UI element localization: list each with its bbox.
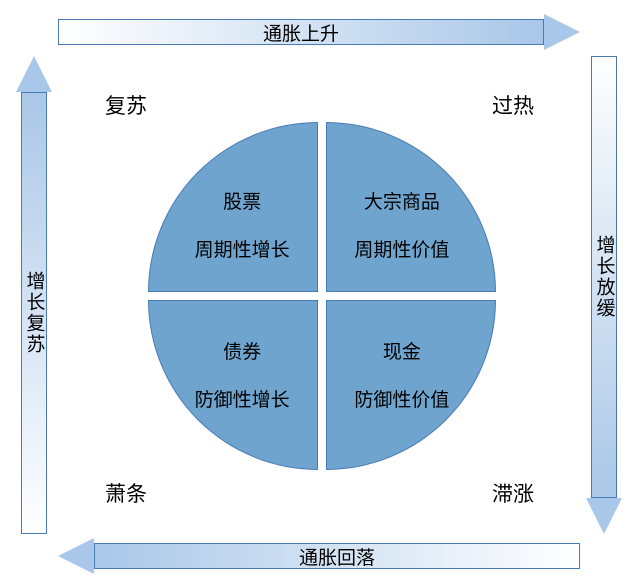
quadrant-stocks-line2: 周期性增长 (195, 235, 290, 262)
arrow-top-label: 通胀上升 (263, 19, 339, 46)
arrow-right-label: 增长放缓 (591, 235, 618, 319)
quadrant-commodities-line2: 周期性价值 (354, 235, 449, 262)
quadrant-cash-line2: 防御性价值 (354, 385, 449, 412)
quadrant-stocks-line1: 股票 (223, 187, 261, 214)
arrow-left: 增长复苏 (16, 56, 52, 534)
quadrant-commodities-line1: 大宗商品 (364, 187, 440, 214)
quadrant-bonds-line2: 防御性增长 (195, 385, 290, 412)
arrow-left-label: 增长复苏 (21, 271, 48, 355)
investment-clock-diagram: 通胀上升 通胀回落 增长复苏 增长放缓 复苏 过热 萧条 滞涨 股票 周期性增长… (0, 0, 640, 585)
quadrant-bonds-line1: 债券 (223, 337, 261, 364)
corner-label-overheat: 过热 (492, 90, 534, 120)
corner-label-stagflation: 滞涨 (492, 478, 534, 508)
corner-label-recovery: 复苏 (105, 90, 147, 120)
arrow-bottom: 通胀回落 (58, 538, 580, 574)
corner-label-recession: 萧条 (105, 478, 147, 508)
quadrant-cash-line1: 现金 (383, 337, 421, 364)
arrow-top: 通胀上升 (58, 14, 580, 50)
arrow-bottom-label: 通胀回落 (299, 543, 375, 570)
arrow-right: 增长放缓 (586, 56, 622, 534)
